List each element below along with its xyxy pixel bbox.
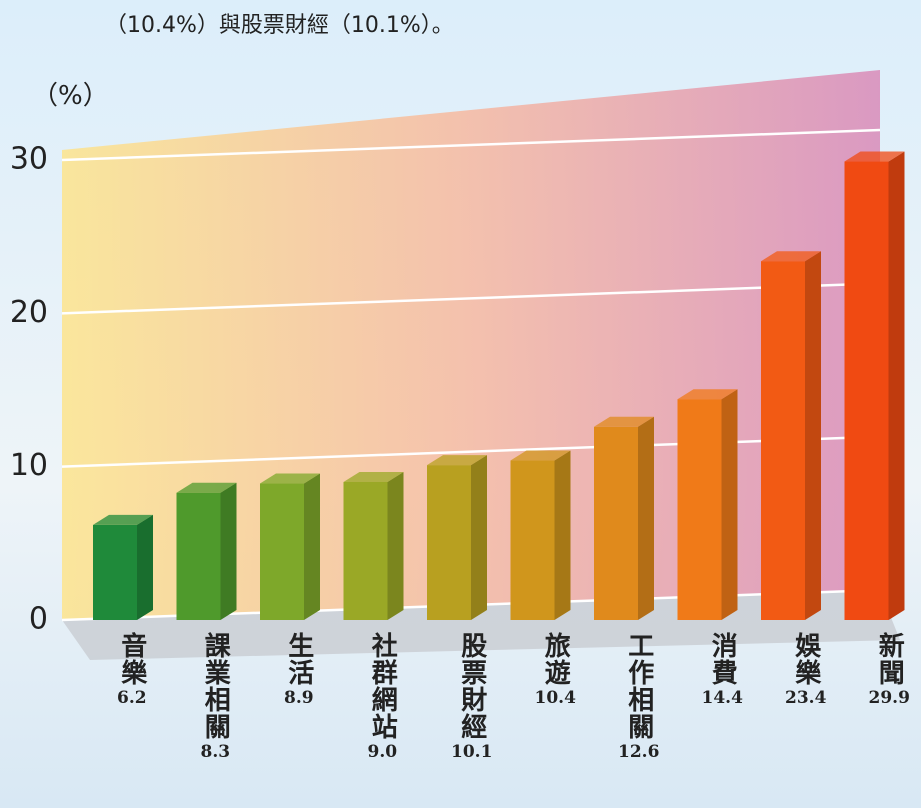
bar-side [555, 451, 571, 620]
page: （10.4%）與股票財經（10.1%）。 （%） 0102030 (() => … [0, 0, 921, 808]
bar-side [805, 251, 821, 620]
x-tick-label: 消費 [709, 632, 735, 686]
y-tick-label: 20 [10, 295, 48, 330]
bar-side [722, 389, 738, 620]
value-label: 10.1 [451, 742, 492, 762]
value-label: 8.3 [201, 742, 231, 762]
y-tick-label: 0 [29, 602, 48, 637]
bar-side [221, 483, 237, 620]
x-tick-label: 社群網站 [369, 632, 395, 740]
bar [260, 484, 304, 620]
value-label: 29.9 [869, 688, 910, 708]
bar-side [889, 152, 905, 620]
y-tick-label: 30 [10, 142, 48, 177]
bar [511, 461, 555, 620]
bar [594, 427, 638, 620]
x-tick-label: 股票財經 [459, 632, 485, 740]
y-tick-label: 10 [10, 448, 48, 483]
bar [845, 162, 889, 620]
value-label: 12.6 [618, 742, 659, 762]
bar [93, 525, 137, 620]
value-label: 9.0 [368, 742, 398, 762]
value-label: 14.4 [702, 688, 743, 708]
x-tick-label: 工作相關 [626, 632, 652, 740]
value-label: 23.4 [785, 688, 826, 708]
x-tick-label: 娛樂 [793, 632, 819, 686]
value-label: 10.4 [535, 688, 576, 708]
bar-side [471, 455, 487, 620]
bar-side [638, 417, 654, 620]
bar-side [388, 472, 404, 620]
bar [427, 465, 471, 620]
bar [678, 399, 722, 620]
y-axis-label: （%） [32, 81, 109, 111]
x-tick-label: 生活 [286, 632, 312, 686]
value-label: 8.9 [284, 688, 314, 708]
bar [177, 493, 221, 620]
note-text: （10.4%）與股票財經（10.1%）。 [105, 13, 454, 38]
x-tick-label: 音樂 [119, 632, 145, 686]
bar-side [304, 474, 320, 620]
x-tick-label: 旅遊 [542, 632, 568, 686]
bar [344, 482, 388, 620]
bar-side [137, 515, 153, 620]
bar [761, 261, 805, 620]
x-tick-label: 課業相關 [202, 632, 228, 740]
x-tick-label: 新聞 [876, 632, 902, 686]
value-label: 6.2 [117, 688, 147, 708]
